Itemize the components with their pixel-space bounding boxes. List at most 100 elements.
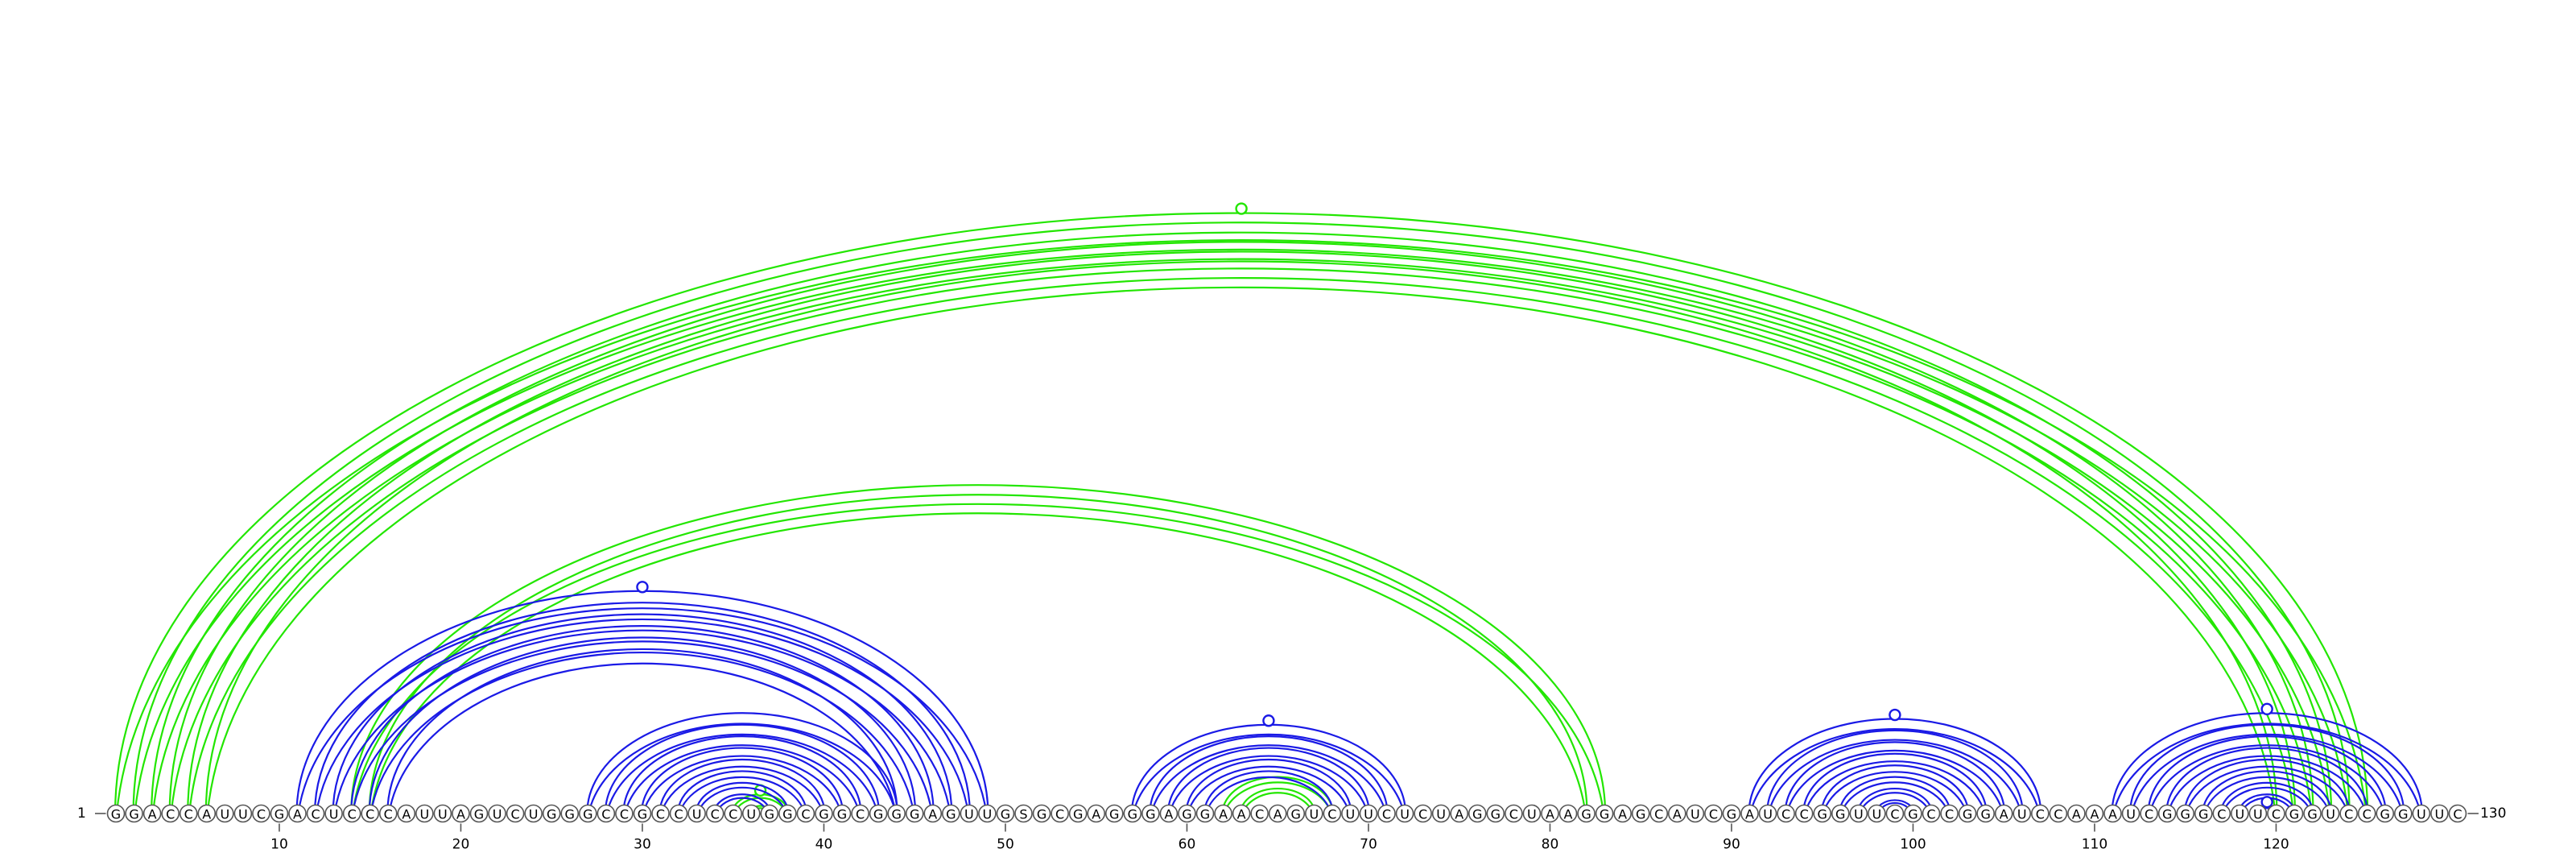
- nucleotide-53-circle: [1051, 804, 1069, 823]
- nucleotide-90-letter: G: [1727, 807, 1736, 822]
- arc-green-14-83-outer: [352, 503, 1605, 814]
- nucleotide-75-letter: A: [1455, 807, 1463, 822]
- nucleotide-107-letter: C: [2036, 807, 2045, 822]
- nucleotide-64-letter: C: [1255, 807, 1264, 822]
- arc-blue-58-71-outer: [1150, 744, 1387, 814]
- nucleotide-56-circle: [1104, 804, 1124, 823]
- nucleotide-43-circle: [869, 804, 888, 823]
- nucleotide-33-letter: U: [692, 807, 702, 822]
- nucleotide-16-circle: [378, 804, 398, 823]
- nucleotide-101-letter: C: [1926, 807, 1935, 822]
- nucleotide-122-letter: G: [2307, 807, 2317, 822]
- arc-green-1-125-outer: [115, 239, 2368, 814]
- nucleotide-80-circle: [1541, 804, 1559, 823]
- arc-blue-96-102-outer: [1840, 781, 1950, 814]
- arc-blue-111-128-outer: [2112, 722, 2421, 814]
- nucleotide-126-circle: [2376, 804, 2395, 823]
- arc-marker-blue-8: [2260, 702, 2273, 716]
- nucleotide-6-letter: A: [202, 807, 211, 822]
- nucleotide-35-circle: [724, 804, 743, 823]
- nucleotide-67-circle: [1305, 804, 1323, 823]
- nucleotide-129-letter: U: [2435, 807, 2445, 822]
- nucleotide-68-circle: [1323, 804, 1342, 823]
- nucleotide-108-letter: C: [2054, 807, 2062, 822]
- nucleotide-72-circle: [1395, 804, 1414, 823]
- nucleotide-32-letter: C: [674, 807, 683, 822]
- nucleotide-116-letter: G: [2198, 807, 2208, 822]
- arc-green-15-82-inner: [368, 493, 1588, 814]
- nucleotide-19-circle: [433, 804, 452, 823]
- nucleotide-108-circle: [2049, 804, 2068, 823]
- nucleotide-123-circle: [2321, 804, 2340, 823]
- tick-label-30: 30: [634, 837, 651, 853]
- arc-blue-27-44-outer: [588, 722, 897, 814]
- tick-label-60: 60: [1179, 837, 1196, 853]
- arc-blue-11-49-outer: [297, 607, 988, 814]
- nucleotide-51-letter: S: [1019, 807, 1027, 822]
- nucleotide-46-letter: A: [928, 807, 937, 822]
- arc-blue-91-107-outer: [1749, 728, 2041, 814]
- nucleotide-38-letter: G: [782, 807, 792, 822]
- nucleotide-127-letter: G: [2398, 807, 2408, 822]
- arc-green-4-122-inner: [168, 241, 2314, 814]
- nucleotide-41-letter: G: [837, 807, 847, 822]
- nucleotide-49-letter: U: [983, 807, 993, 822]
- nucleotide-93-letter: C: [1781, 807, 1790, 822]
- tick-label-50: 50: [997, 837, 1014, 853]
- arc-green-5-121-inner: [187, 250, 2297, 814]
- nucleotide-3-circle: [142, 804, 162, 823]
- nucleotide-23-circle: [506, 804, 525, 823]
- nucleotide-126-letter: G: [2380, 807, 2390, 822]
- nucleotide-23-letter: C: [511, 807, 520, 822]
- nucleotide-1-letter: G: [111, 807, 121, 822]
- arc-blue-31-40-outer: [660, 765, 824, 814]
- nucleotide-26-letter: G: [565, 807, 575, 822]
- arc-blue-60-69-inner: [1185, 758, 1352, 814]
- nucleotide-103-circle: [1958, 804, 1977, 823]
- nucleotide-99-letter: C: [1890, 807, 1899, 822]
- nucleotide-62-circle: [1214, 804, 1232, 823]
- nucleotide-121-circle: [2285, 804, 2304, 823]
- nucleotide-1-circle: [106, 804, 126, 823]
- arc-blue-27-44-inner: [586, 712, 898, 814]
- arc-blue-115-124-outer: [2185, 765, 2349, 814]
- nucleotide-70-circle: [1359, 804, 1378, 823]
- nucleotide-81-letter: A: [1564, 807, 1573, 822]
- tick-label-80: 80: [1542, 837, 1559, 853]
- nucleotide-73-letter: C: [1418, 807, 1427, 822]
- nucleotide-57-letter: G: [1128, 807, 1137, 822]
- arc-blue-33-38-inner: [695, 781, 790, 814]
- nucleotide-77-letter: G: [1491, 807, 1501, 822]
- nucleotide-26-circle: [560, 804, 580, 823]
- nucleotide-74-letter: U: [1436, 807, 1446, 822]
- nucleotide-45-letter: G: [910, 807, 919, 822]
- arc-blue-29-42-outer: [624, 744, 861, 814]
- nucleotide-112-circle: [2121, 804, 2140, 823]
- arc-marker-blue-7: [1889, 708, 1901, 722]
- nucleotide-11-letter: A: [293, 807, 302, 822]
- nucleotide-85-letter: G: [1636, 807, 1645, 822]
- arc-blue-112-127-inner: [2128, 723, 2405, 814]
- nucleotide-10-letter: G: [275, 807, 284, 822]
- arc-blue-95-103-outer: [1822, 771, 1968, 814]
- nucleotide-123-letter: U: [2326, 807, 2335, 822]
- nucleotide-120-letter: C: [2272, 807, 2281, 822]
- arc-blue-94-104-outer: [1804, 760, 1986, 814]
- nucleotide-94-letter: C: [1800, 807, 1809, 822]
- nucleotide-125-letter: C: [2363, 807, 2372, 822]
- nucleotide-37-circle: [760, 804, 779, 823]
- nucleotide-104-circle: [1976, 804, 1995, 823]
- arc-blue-113-126-outer: [2149, 744, 2385, 814]
- arc-blue-92-106-inner: [1765, 729, 2024, 814]
- nucleotide-21-letter: G: [474, 807, 484, 822]
- nucleotide-96-circle: [1831, 804, 1850, 823]
- arc-blue-33-38-outer: [696, 786, 788, 814]
- nucleotide-6-circle: [197, 804, 217, 823]
- nucleotide-109-circle: [2067, 804, 2086, 823]
- arc-blue-15-45-outer: [369, 652, 915, 814]
- nucleotide-3-letter: A: [148, 807, 157, 822]
- arc-blue-93-105-inner: [1784, 741, 2006, 814]
- nucleotide-128-circle: [2412, 804, 2431, 823]
- nucleotide-8-circle: [233, 804, 253, 823]
- nucleotide-10-circle: [270, 804, 289, 823]
